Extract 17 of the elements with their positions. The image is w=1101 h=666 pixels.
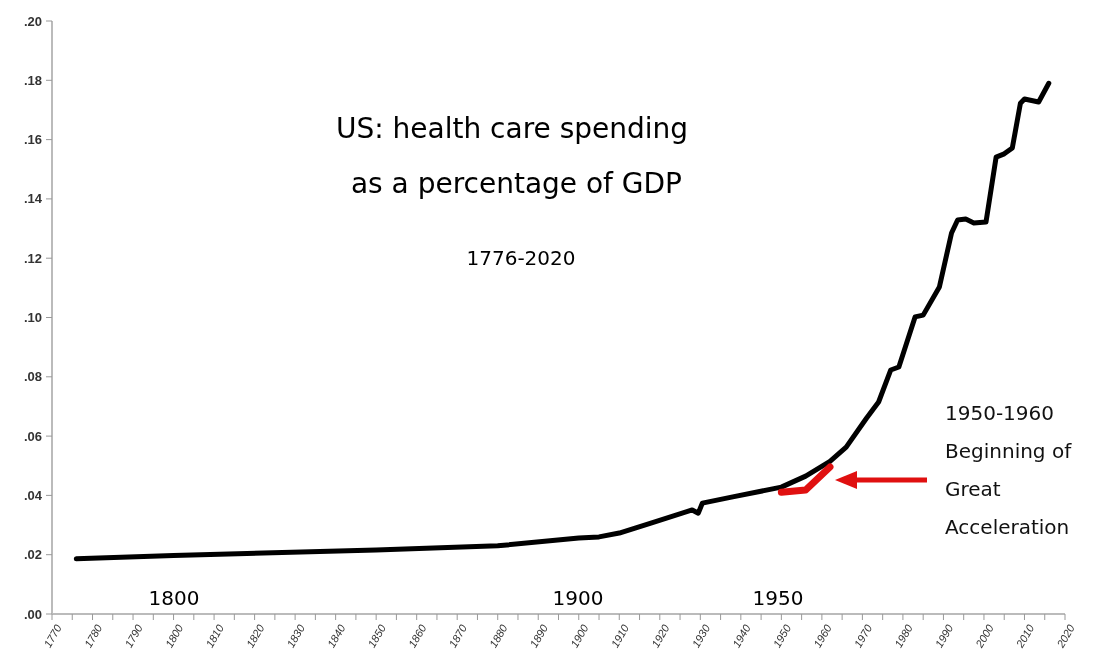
annotation: 1900 [552, 586, 604, 610]
text: 1776-2020 [466, 246, 576, 270]
y-tick-label: .02 [23, 547, 42, 563]
annotation: 1950-1960 Beginning of Great Acceleration [945, 401, 1073, 539]
y-tick-label: .16 [23, 132, 42, 148]
y-tick-label: .18 [23, 72, 42, 88]
y-tick-label: .08 [23, 369, 42, 385]
y-tick-label: .20 [23, 13, 42, 29]
y-tick-label: .00 [23, 606, 42, 622]
y-tick-label: .10 [23, 310, 42, 326]
y-tick-label: .06 [23, 428, 42, 444]
annotation: 1950 [752, 586, 804, 610]
annotation: 1800 [148, 586, 200, 610]
y-tick-label: .12 [23, 250, 42, 266]
text: US: health care spending as a percentage of GDP [335, 112, 689, 200]
y-tick-label: .14 [23, 191, 43, 207]
y-tick-label: .04 [23, 487, 43, 503]
